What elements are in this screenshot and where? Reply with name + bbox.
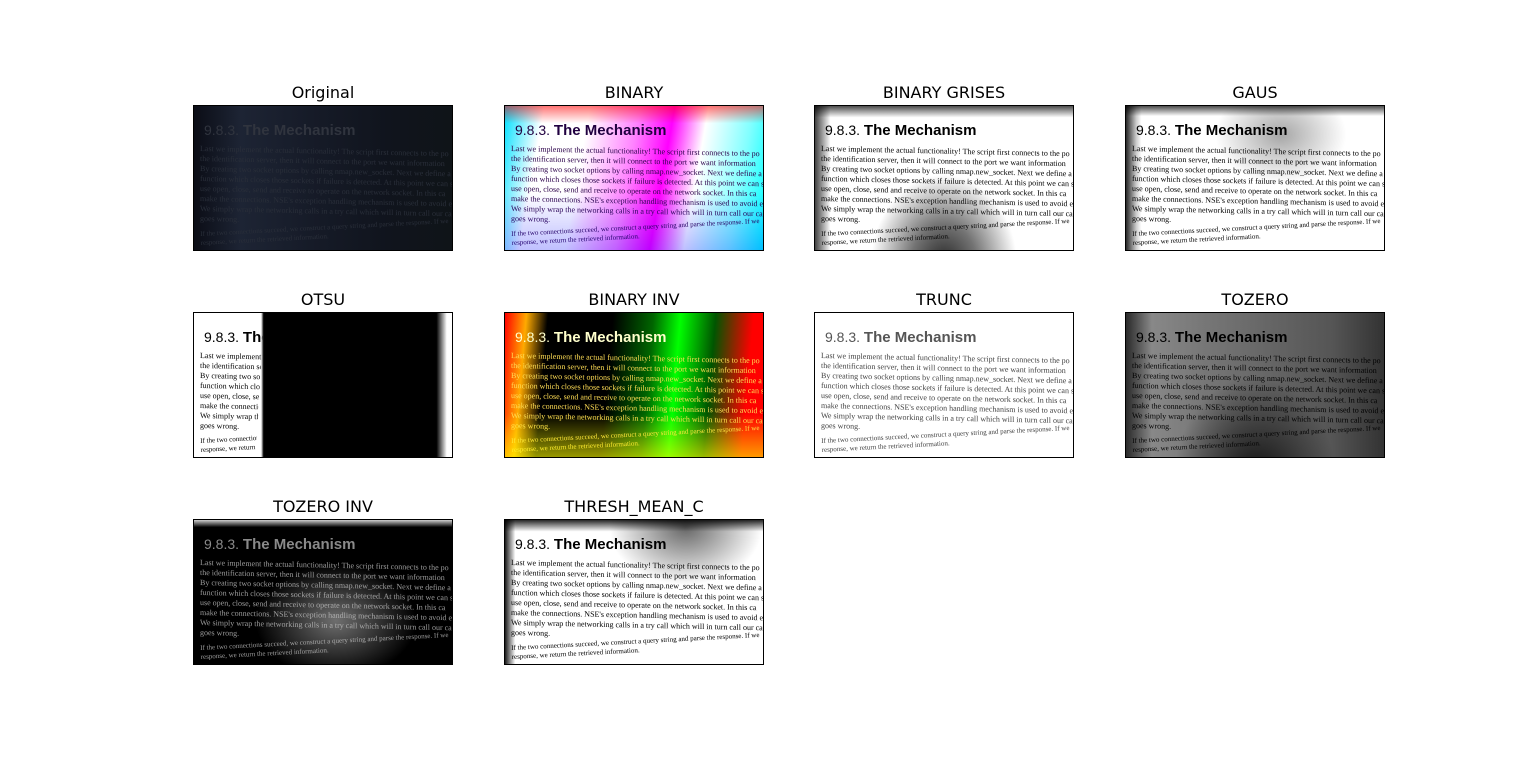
page-photo: 9.8.3. The Mechanism Last we implement th… xyxy=(194,313,356,457)
page-photo: 9.8.3. The Mechanism Last we implement th… xyxy=(815,106,1073,250)
section-number: 9.8.3. xyxy=(204,536,243,552)
page-photo: 9.8.3. The Mechanism Last we implement th… xyxy=(815,313,1073,457)
thresholded-image: 9.8.3. The Mechanism Last we implement th… xyxy=(1125,312,1385,458)
section-heading: The Mechanism xyxy=(1174,122,1288,139)
page-photo: 9.8.3. The Mechanism Last we implement th… xyxy=(194,520,452,664)
thresholded-image: 9.8.3. The Mechanism Last we implement th… xyxy=(193,312,453,458)
subplot-title: TOZERO xyxy=(1221,290,1289,309)
section-heading: The Mechanism xyxy=(863,122,977,139)
subplot-title: OTSU xyxy=(300,290,346,309)
subplot-title: GAUS xyxy=(1232,83,1278,102)
subplot-title: BINARY GRISES xyxy=(882,83,1006,102)
page-body-text: Last we implement the actual functionali… xyxy=(200,558,452,643)
page-body-text: Last we implement the actual functionali… xyxy=(511,558,763,643)
section-number: 9.8.3. xyxy=(515,536,554,552)
subplot-title: BINARY xyxy=(604,83,664,102)
page-heading: 9.8.3. The Mechanism xyxy=(1136,329,1287,346)
page-heading: 9.8.3. The Mechanism xyxy=(515,329,666,346)
thresholded-image: 9.8.3. The Mechanism Last we implement th… xyxy=(814,105,1074,251)
section-number: 9.8.3. xyxy=(825,122,864,138)
section-heading: The Mechanism xyxy=(863,329,977,346)
page-photo: 9.8.3. The Mechanism Last we implement th… xyxy=(194,106,452,250)
section-number: 9.8.3. xyxy=(204,122,243,138)
section-number: 9.8.3. xyxy=(515,329,554,345)
page-heading: 9.8.3. The Mechanism xyxy=(1136,122,1287,139)
section-heading: The Mechanism xyxy=(553,536,667,553)
page-body-text: Last we implement the actual functionali… xyxy=(821,144,1073,229)
page-heading: 9.8.3. The Mechanism xyxy=(825,122,976,139)
page-body-text: Last we implement the actual functionali… xyxy=(200,144,452,229)
section-number: 9.8.3. xyxy=(1136,329,1175,345)
page-photo: 9.8.3. The Mechanism Last we implement th… xyxy=(505,106,763,250)
section-heading: The Mechanism xyxy=(1174,329,1288,346)
section-heading: The Mechanism xyxy=(553,329,667,346)
subplot-title: BINARY INV xyxy=(588,290,680,309)
subplot-title: TOZERO INV xyxy=(273,497,373,516)
page-heading: 9.8.3. The Mechanism xyxy=(515,536,666,553)
subplot-title: THRESH_MEAN_C xyxy=(564,497,704,516)
page-body-text: Last we implement the actual functionali… xyxy=(200,351,264,436)
section-heading: The Mechanism xyxy=(242,329,356,346)
subplot-title: TRUNC xyxy=(916,290,972,309)
subplot-title: Original xyxy=(291,83,355,102)
thresholded-image: 9.8.3. The Mechanism Last we implement th… xyxy=(193,105,453,251)
thresholded-image: 9.8.3. The Mechanism Last we implement th… xyxy=(193,519,453,665)
section-number: 9.8.3. xyxy=(1136,122,1175,138)
page-heading: 9.8.3. The Mechanism xyxy=(515,122,666,139)
page-body-text: Last we implement the actual functionali… xyxy=(821,351,1073,436)
page-heading: 9.8.3. The Mechanism xyxy=(204,329,356,346)
thresholded-image: 9.8.3. The Mechanism Last we implement th… xyxy=(504,312,764,458)
section-number: 9.8.3. xyxy=(825,329,864,345)
thresholded-image: 9.8.3. The Mechanism Last we implement th… xyxy=(504,105,764,251)
section-heading: The Mechanism xyxy=(553,122,667,139)
page-body-text: Last we implement the actual functionali… xyxy=(1132,351,1384,436)
page-photo: 9.8.3. The Mechanism Last we implement th… xyxy=(505,520,763,664)
page-photo: 9.8.3. The Mechanism Last we implement th… xyxy=(1126,313,1384,457)
page-photo: 9.8.3. The Mechanism Last we implement th… xyxy=(1126,106,1384,250)
page-body-text: Last we implement the actual functionali… xyxy=(1132,144,1384,229)
page-body-text: Last we implement the actual functionali… xyxy=(511,351,763,436)
page-body-text: Last we implement the actual functionali… xyxy=(511,144,763,229)
section-number: 9.8.3. xyxy=(204,329,243,345)
page-heading: 9.8.3. The Mechanism xyxy=(204,536,355,553)
page-photo: 9.8.3. The Mechanism Last we implement th… xyxy=(505,313,763,457)
page-heading: 9.8.3. The Mechanism xyxy=(204,122,355,139)
thresholded-image: 9.8.3. The Mechanism Last we implement th… xyxy=(504,519,764,665)
section-heading: The Mechanism xyxy=(242,122,356,139)
section-heading: The Mechanism xyxy=(242,536,356,553)
page-heading: 9.8.3. The Mechanism xyxy=(825,329,976,346)
thresholded-image: 9.8.3. The Mechanism Last we implement th… xyxy=(1125,105,1385,251)
thresholded-image: 9.8.3. The Mechanism Last we implement th… xyxy=(814,312,1074,458)
section-number: 9.8.3. xyxy=(515,122,554,138)
